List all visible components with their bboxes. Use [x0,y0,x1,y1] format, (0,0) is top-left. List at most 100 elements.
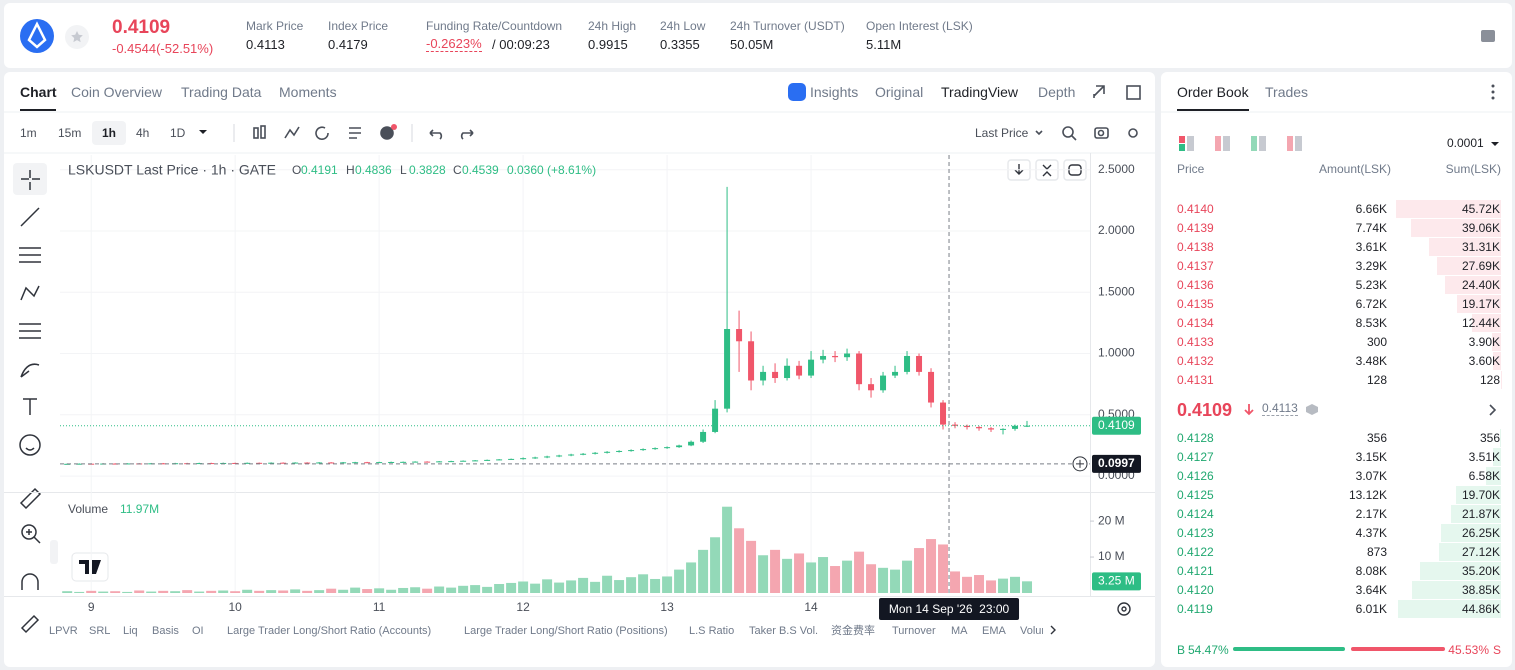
interval-active-bg [92,121,126,145]
candle-body [328,462,335,464]
y-tick-label: 1.0000 [1098,346,1135,360]
candle-body [796,365,803,376]
candle-body [616,450,623,452]
volume-bar [938,544,949,593]
indicator[interactable]: SRL [89,625,111,637]
indicator[interactable]: Turnover [892,625,936,637]
candle-body [520,458,527,460]
volume-bar [290,589,301,593]
candle-body [112,463,119,465]
candle-body [748,341,755,381]
candle-body [772,371,779,379]
candle-body [76,463,83,465]
volume-tick-label: 10 M [1098,549,1125,563]
volume-bar [794,553,805,593]
volume-bar [62,591,73,593]
volume-bar [926,539,937,593]
indicator[interactable]: L.S Ratio [689,625,735,637]
last-price-label: 0.4109 [1098,418,1135,432]
volume-bar [962,576,973,593]
ob-layout-icons[interactable] [1179,84,1499,416]
panel-icon[interactable] [1481,30,1495,42]
crosshair-time-tag [879,598,1020,620]
indicator[interactable]: Liq [123,625,138,637]
indicator[interactable]: 资金费率 [831,625,875,637]
volume-bar [458,585,469,593]
candle-body [964,425,971,428]
candle-body [688,441,695,446]
indicator[interactable]: LPVR [49,625,78,637]
volume-bar [446,587,457,593]
volume-bar [146,591,157,593]
volume-bar [734,528,745,593]
indicator[interactable]: Taker B.S Vol. [749,625,819,637]
candle-body [388,461,395,463]
ohlc-key: H [346,163,355,177]
volume-name: Volume [68,502,108,516]
candle-body [892,371,899,376]
volume-bar [866,564,877,593]
caret[interactable] [199,130,207,134]
y-tick-label: 1.5000 [1098,284,1135,298]
volume-bar [362,589,373,593]
volume-bar [374,588,385,593]
candle-body [700,431,707,442]
x-tick-label: 10 [228,600,242,614]
indicator[interactable]: Large Trader Long/Short Ratio (Accounts) [227,625,432,637]
candle-body [628,450,635,452]
chart-panel [4,72,1155,667]
volume-bar [722,506,733,593]
crosshair-time: Mon 14 Sep '26 23:00 [889,602,1010,616]
candle-body [484,459,491,461]
volume-bar [134,590,145,593]
candle-body [1024,425,1031,427]
volume-bar [914,548,925,593]
candle-body [1000,428,1007,430]
candle-body [568,454,575,456]
volume-bar [662,576,673,593]
candle-body [256,462,263,464]
indicator[interactable]: Volume [1020,625,1043,637]
volume-bar [566,580,577,593]
candle-body [472,460,479,462]
candle-body [496,459,503,461]
candle-body [820,355,827,360]
volume-bar [434,586,445,593]
ohlc-value: 0.3828 [409,163,446,177]
volume-tick-label: 20 M [1098,513,1125,527]
volume-bar [602,575,613,593]
volume-bar [746,540,757,593]
tv-logo [79,560,101,574]
volume-bar [278,590,289,593]
drawing-tools[interactable] [13,163,47,634]
chart-title: LSKUSDT Last Price · 1h · GATE [68,162,276,178]
candle-body [760,371,767,381]
ohlc-change: 0.0360 (+8.61%) [507,163,596,177]
volume-bar [542,579,553,593]
volume-bar [998,578,1009,593]
volume-bar [578,577,589,593]
candle-body [736,329,743,342]
indicator[interactable]: EMA [982,625,1006,637]
candle-body [784,365,791,379]
volume-bar [86,590,97,593]
candle-body [304,462,311,464]
volume-bar [878,567,889,593]
ohlc-key: L [400,163,407,177]
indicator[interactable]: OI [192,625,204,637]
collapse-tab[interactable] [50,540,58,564]
candle-body [556,455,563,457]
candle-body [400,461,407,463]
candle-body [880,375,887,391]
volume-bar [470,585,481,593]
star-icon [71,31,83,43]
candle-body [196,463,203,465]
volume-bar [626,577,637,593]
indicator[interactable]: MA [951,625,968,637]
volume-bar [974,575,985,593]
candle-body [424,461,431,463]
indicator[interactable]: Basis [152,625,179,637]
candle-body [712,408,719,432]
volume-bar [254,590,265,593]
indicator[interactable]: Large Trader Long/Short Ratio (Positions… [464,625,668,637]
